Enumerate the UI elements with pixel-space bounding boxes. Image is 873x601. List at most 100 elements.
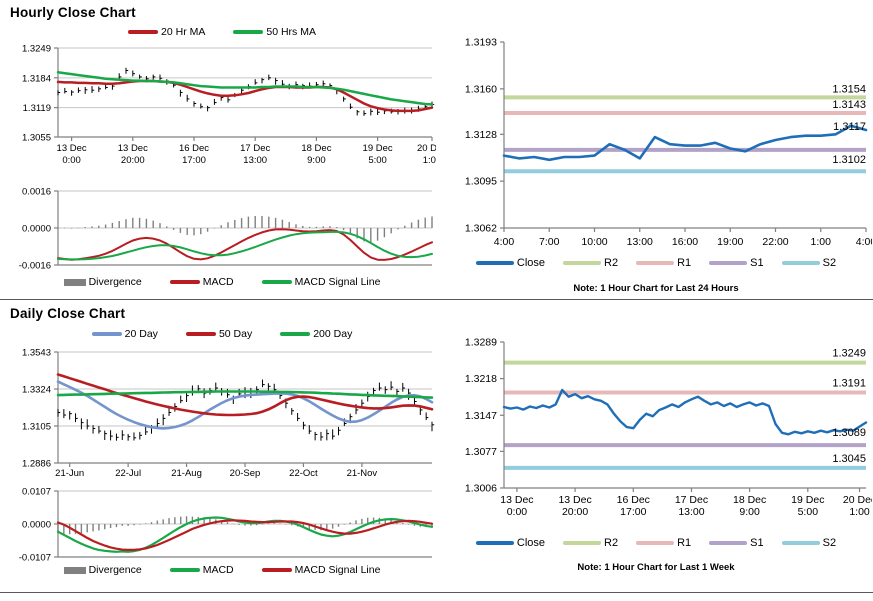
x-tick-label: 21-Jun xyxy=(55,468,84,479)
legend-swatch xyxy=(781,541,820,545)
y-tick-label: 1.3249 xyxy=(22,44,51,55)
legend-label: MACD Signal Line xyxy=(294,276,381,288)
intraday-pivot-legend: Close R2 R1 S1 S2 xyxy=(440,257,872,269)
x-tick-label: 20:00 xyxy=(121,155,145,166)
x-tick-label: 10:00 xyxy=(581,236,607,248)
y-tick-label: 1.3128 xyxy=(465,129,497,141)
daily-section-title: Daily Close Chart xyxy=(10,306,126,321)
y-tick-label: 1.3077 xyxy=(465,446,497,458)
x-tick-label: 16 Dec xyxy=(179,143,209,154)
x-tick-label: 19 Dec xyxy=(791,494,824,506)
x-tick-label: 4:00 xyxy=(856,236,872,248)
legend-item-r1: R1 xyxy=(636,537,691,549)
x-tick-label: 17:00 xyxy=(620,506,646,518)
legend-item-s1: S1 xyxy=(709,257,764,269)
legend-swatch xyxy=(169,280,200,284)
y-tick-label: 1.3289 xyxy=(465,337,497,349)
daily-macd-chart: 0.0107 0.0000 -0.0107 xyxy=(19,487,434,564)
x-tick-label: 13 Dec xyxy=(500,494,533,506)
legend-label: Close xyxy=(516,257,546,269)
legend-label: MACD xyxy=(202,276,234,288)
y-tick-label: 1.3062 xyxy=(465,223,497,235)
legend-swatch xyxy=(185,332,216,336)
legend-label: 200 Day xyxy=(313,328,353,340)
legend-item-20-day: 20 Day xyxy=(91,328,158,340)
x-tick-label: 13 Dec xyxy=(558,494,591,506)
x-tick-label: 9:00 xyxy=(739,506,760,518)
y-tick-label: 1.3006 xyxy=(465,483,497,495)
x-tick-label: 18 Dec xyxy=(301,143,331,154)
pivot-value-label: 1.3143 xyxy=(832,99,866,111)
legend-swatch xyxy=(709,261,748,265)
legend-label: S2 xyxy=(822,537,837,549)
pivot-value-label: 1.3045 xyxy=(832,453,866,465)
legend-label: MACD xyxy=(202,564,234,576)
x-tick-label: 21-Nov xyxy=(347,468,378,479)
x-tick-label: 7:00 xyxy=(539,236,560,248)
weekly-pivot-legend: Close R2 R1 S1 S2 xyxy=(440,537,872,549)
y-tick-label: 1.3105 xyxy=(22,422,51,433)
legend-swatch xyxy=(280,332,311,336)
x-tick-label: 19:00 xyxy=(717,236,743,248)
legend-label: S1 xyxy=(750,537,764,549)
x-tick-label: 5:00 xyxy=(798,506,819,518)
x-tick-label: 20-Sep xyxy=(230,468,261,479)
legend-item-close: Close xyxy=(475,257,546,269)
x-tick-label: 21-Aug xyxy=(171,468,202,479)
hourly-price-legend: 20 Hr MA 50 Hrs MA xyxy=(8,26,436,38)
legend-swatch xyxy=(128,30,159,34)
legend-label: S1 xyxy=(750,257,764,269)
hourly-macd-legend: Divergence MACD MACD Signal Line xyxy=(8,276,436,288)
legend-item-macd: MACD xyxy=(169,276,234,288)
legend-item-divergence: Divergence xyxy=(63,276,142,288)
y-tick-label: 1.3218 xyxy=(465,373,497,385)
legend-label: 50 Day xyxy=(218,328,253,340)
pivot-value-label: 1.3154 xyxy=(832,83,866,95)
x-tick-label: 16 Dec xyxy=(617,494,650,506)
legend-item-200-day: 200 Day xyxy=(280,328,352,340)
legend-item-macd: MACD xyxy=(169,564,234,576)
y-tick-label: 1.3119 xyxy=(23,103,51,114)
hourly-section-title: Hourly Close Chart xyxy=(10,5,136,20)
legend-label: 50 Hrs MA xyxy=(266,26,316,38)
bottom-divider xyxy=(0,592,873,593)
legend-swatch xyxy=(709,541,748,545)
legend-swatch xyxy=(261,568,292,572)
legend-label: Divergence xyxy=(88,564,142,576)
x-tick-label: 13:00 xyxy=(627,236,653,248)
y-tick-label: 0.0000 xyxy=(22,224,51,235)
hourly-note: Note: 1 Hour Chart for Last 24 Hours xyxy=(573,283,739,294)
legend-item-r1: R1 xyxy=(636,257,691,269)
x-tick-label: 1:00 xyxy=(423,155,436,166)
y-tick-label: 0.0107 xyxy=(22,487,51,498)
y-tick-label: 1.3543 xyxy=(22,348,51,359)
x-tick-label: 13 Dec xyxy=(57,143,87,154)
x-tick-label: 22:00 xyxy=(762,236,788,248)
x-tick-label: 22-Oct xyxy=(289,468,318,479)
legend-item-macd-signal-line: MACD Signal Line xyxy=(261,564,381,576)
legend-item-20-hr-ma: 20 Hr MA xyxy=(128,26,205,38)
x-tick-label: 18 Dec xyxy=(733,494,766,506)
legend-label: MACD Signal Line xyxy=(294,564,381,576)
x-tick-label: 17 Dec xyxy=(240,143,270,154)
x-tick-label: 0:00 xyxy=(507,506,528,518)
y-tick-label: 1.3095 xyxy=(465,176,497,188)
x-tick-label: 5:00 xyxy=(368,155,387,166)
pivot-value-label: 1.3117 xyxy=(833,121,866,133)
x-tick-label: 0:00 xyxy=(62,155,81,166)
legend-swatch xyxy=(63,278,86,286)
pivot-value-label: 1.3249 xyxy=(832,348,866,360)
x-tick-label: 4:00 xyxy=(494,236,515,248)
legend-label: 20 Day xyxy=(124,328,158,340)
legend-label: Close xyxy=(516,537,546,549)
y-tick-label: 1.3160 xyxy=(465,83,497,95)
legend-label: R2 xyxy=(604,257,619,269)
y-tick-label: 0.0000 xyxy=(22,520,51,531)
legend-swatch xyxy=(475,541,514,545)
legend-label: 20 Hr MA xyxy=(161,26,206,38)
legend-swatch xyxy=(63,566,86,574)
legend-item-s2: S2 xyxy=(781,257,836,269)
y-tick-label: -0.0016 xyxy=(19,261,51,272)
